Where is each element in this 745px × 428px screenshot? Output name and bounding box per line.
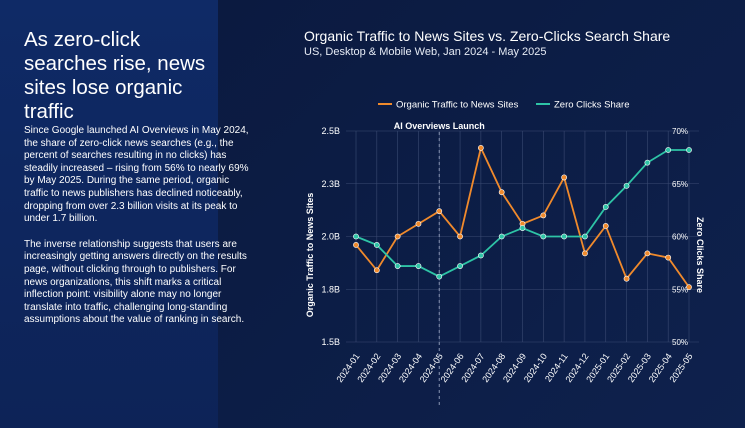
y-left-tick-label: 2.5B bbox=[321, 126, 340, 136]
y-right-tick-label: 55% bbox=[672, 285, 688, 294]
chart-title: Organic Traffic to News Sites vs. Zero-C… bbox=[304, 28, 671, 44]
article-body: Since Google launched AI Overviews in Ma… bbox=[24, 125, 249, 340]
traffic-point bbox=[602, 223, 609, 229]
traffic-point bbox=[665, 254, 672, 261]
traffic-point bbox=[394, 233, 401, 240]
traffic-point bbox=[436, 208, 443, 215]
traffic-point bbox=[582, 250, 588, 257]
zero-clicks-point bbox=[498, 233, 505, 240]
traffic-point bbox=[457, 233, 463, 240]
zero-clicks-point bbox=[644, 159, 651, 166]
traffic-point bbox=[373, 267, 380, 274]
zero-clicks-point bbox=[561, 233, 568, 240]
traffic-point bbox=[561, 174, 568, 181]
zero-clicks-point bbox=[623, 182, 630, 189]
zero-clicks-point bbox=[415, 263, 422, 269]
traffic-point bbox=[477, 144, 484, 151]
y-left-axis-label: Organic Traffic to News Sites bbox=[305, 193, 315, 318]
chart-subtitle: US, Desktop & Mobile Web, Jan 2024 - May… bbox=[304, 46, 547, 58]
paragraph-1: Since Google launched AI Overviews in Ma… bbox=[24, 125, 249, 225]
annotation-label: AI Overviews Launch bbox=[394, 121, 485, 131]
traffic-point bbox=[498, 189, 505, 196]
legend-label-zero-clicks: Zero Clicks Share bbox=[554, 100, 630, 111]
traffic-point bbox=[686, 284, 692, 291]
paragraph-2: The inverse relationship suggests that u… bbox=[24, 238, 247, 326]
traffic-point bbox=[623, 275, 630, 282]
zero-clicks-point bbox=[665, 147, 672, 153]
zero-clicks-point bbox=[373, 242, 380, 248]
y-right-tick-label: 50% bbox=[672, 338, 688, 347]
article-panel bbox=[0, 0, 218, 428]
zero-clicks-point bbox=[394, 263, 401, 269]
chart-panel bbox=[218, 0, 745, 428]
y-left-tick-label: 1.8B bbox=[321, 284, 340, 294]
traffic-point bbox=[540, 212, 547, 219]
zero-clicks-point bbox=[353, 233, 359, 240]
traffic-point bbox=[353, 242, 359, 248]
zero-clicks-point bbox=[602, 204, 609, 210]
zero-clicks-point bbox=[457, 263, 463, 269]
zero-clicks-point bbox=[436, 273, 443, 280]
traffic-point bbox=[415, 220, 422, 227]
legend-label-traffic: Organic Traffic to News Sites bbox=[396, 100, 519, 111]
zero-clicks-point bbox=[477, 252, 484, 259]
zero-clicks-point bbox=[582, 233, 588, 240]
y-right-tick-label: 65% bbox=[672, 180, 688, 189]
y-left-tick-label: 2.3B bbox=[321, 179, 340, 189]
y-left-tick-label: 1.5B bbox=[321, 337, 340, 347]
headline: As zero-click searches rise, news sites … bbox=[24, 28, 206, 123]
traffic-point bbox=[644, 250, 651, 257]
y-left-tick-label: 2.0B bbox=[321, 232, 340, 242]
zero-clicks-point bbox=[686, 147, 692, 153]
zero-clicks-point bbox=[540, 233, 547, 240]
y-right-axis-label: Zero Clicks Share bbox=[695, 217, 705, 293]
y-right-tick-label: 70% bbox=[672, 127, 688, 136]
zero-clicks-point bbox=[519, 225, 526, 231]
y-right-tick-label: 60% bbox=[672, 233, 688, 242]
